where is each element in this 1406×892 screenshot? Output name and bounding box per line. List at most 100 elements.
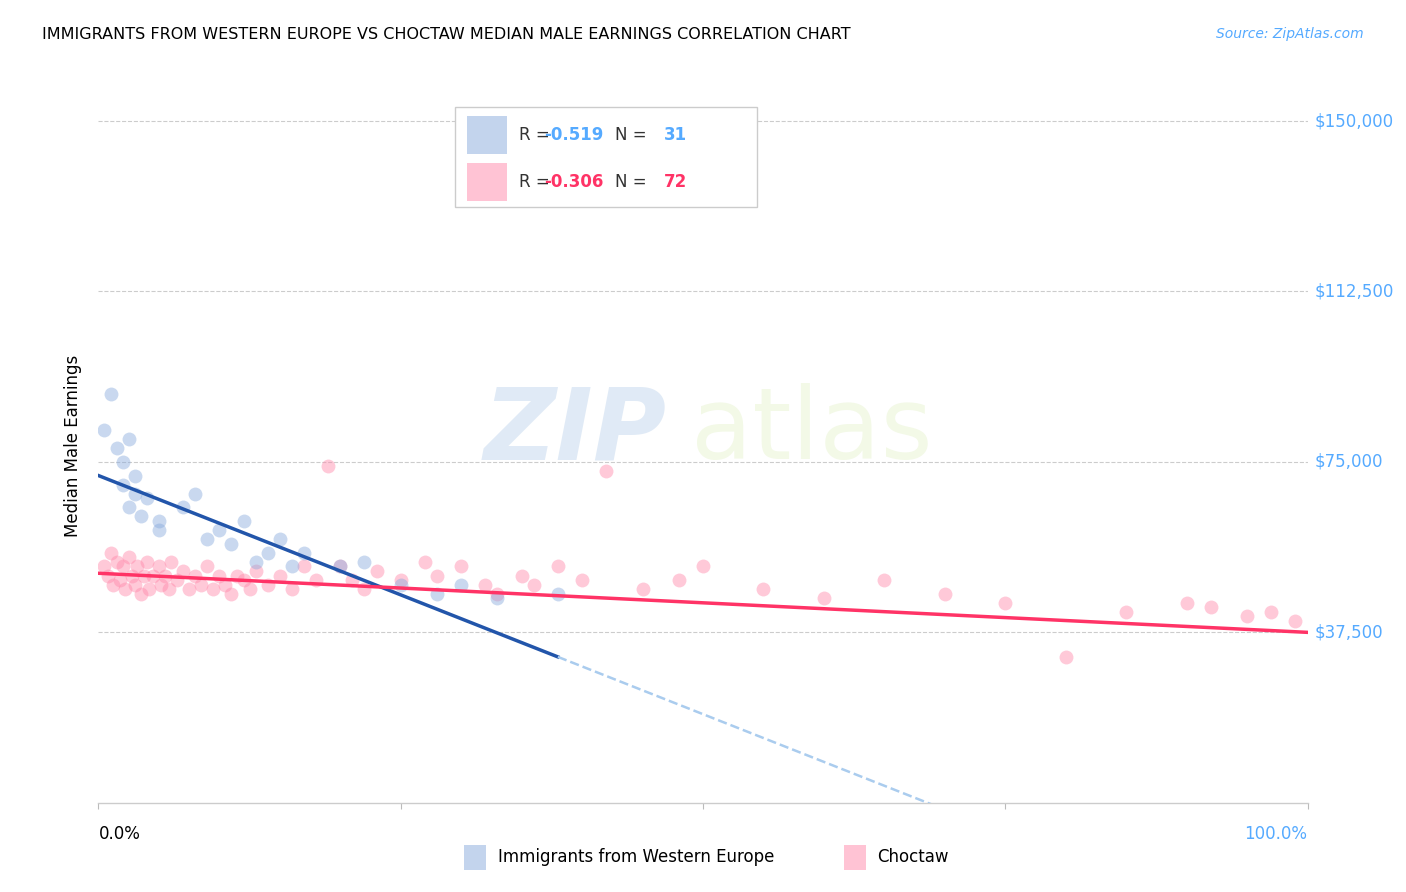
Point: [353, 555, 375, 569]
Point: [547, 559, 569, 574]
Point: [1115, 605, 1137, 619]
Point: [221, 537, 243, 551]
Point: [1284, 614, 1306, 628]
Point: [281, 582, 304, 597]
Point: [221, 587, 243, 601]
Point: [124, 577, 146, 591]
Point: [571, 573, 593, 587]
Point: [127, 559, 149, 574]
Point: [118, 550, 141, 565]
Point: [195, 532, 218, 546]
Point: [160, 555, 183, 569]
Point: [93, 559, 115, 574]
Point: [166, 573, 188, 587]
Point: [245, 555, 267, 569]
Point: [214, 577, 236, 591]
Point: [135, 491, 157, 506]
Point: [148, 523, 170, 537]
Point: [142, 568, 165, 582]
Text: R =: R =: [519, 126, 554, 144]
Point: [474, 577, 496, 591]
Point: [245, 564, 267, 578]
Point: [389, 573, 412, 587]
Point: [752, 582, 775, 597]
Point: [668, 573, 690, 587]
Text: atlas: atlas: [690, 384, 932, 480]
Point: [97, 568, 120, 582]
Point: [232, 514, 254, 528]
Text: Immigrants from Western Europe: Immigrants from Western Europe: [498, 848, 775, 866]
Point: [150, 577, 173, 591]
Point: [208, 568, 231, 582]
Point: [316, 459, 339, 474]
Text: -0.519: -0.519: [544, 126, 603, 144]
Point: [105, 555, 128, 569]
Point: [934, 587, 956, 601]
Text: N =: N =: [616, 173, 652, 191]
Point: [1175, 596, 1198, 610]
Text: N =: N =: [616, 126, 652, 144]
Point: [184, 487, 207, 501]
Point: [111, 559, 134, 574]
Point: [450, 559, 472, 574]
Point: [994, 596, 1017, 610]
Text: Source: ZipAtlas.com: Source: ZipAtlas.com: [1216, 27, 1364, 41]
Text: Choctaw: Choctaw: [877, 848, 949, 866]
Point: [134, 568, 156, 582]
Point: [510, 568, 533, 582]
Point: [426, 568, 449, 582]
Point: [177, 582, 201, 597]
Point: [353, 582, 375, 597]
Point: [342, 573, 364, 587]
Point: [190, 577, 212, 591]
Point: [100, 546, 122, 560]
Text: IMMIGRANTS FROM WESTERN EUROPE VS CHOCTAW MEDIAN MALE EARNINGS CORRELATION CHART: IMMIGRANTS FROM WESTERN EUROPE VS CHOCTA…: [42, 27, 851, 42]
Point: [281, 559, 304, 574]
Point: [329, 559, 352, 574]
Point: [105, 442, 128, 456]
Text: -0.306: -0.306: [544, 173, 603, 191]
Point: [595, 464, 617, 478]
Y-axis label: Median Male Earnings: Median Male Earnings: [65, 355, 83, 537]
Point: [1199, 600, 1222, 615]
Text: 0.0%: 0.0%: [98, 825, 141, 843]
Point: [172, 500, 194, 515]
Point: [486, 587, 509, 601]
Point: [138, 582, 160, 597]
Point: [523, 577, 546, 591]
Point: [486, 591, 509, 606]
Point: [111, 455, 134, 469]
Point: [121, 568, 143, 582]
Point: [389, 577, 412, 591]
Text: $75,000: $75,000: [1315, 453, 1384, 471]
Point: [450, 577, 472, 591]
Point: [366, 564, 388, 578]
Point: [93, 423, 115, 437]
Point: [269, 568, 291, 582]
Point: [101, 577, 124, 591]
Point: [111, 477, 134, 491]
Point: [157, 582, 180, 597]
Point: [329, 559, 352, 574]
Text: ZIP: ZIP: [484, 384, 666, 480]
Point: [426, 587, 449, 601]
Point: [108, 573, 131, 587]
Point: [124, 468, 146, 483]
Point: [692, 559, 714, 574]
Point: [124, 487, 146, 501]
Point: [547, 587, 569, 601]
Point: [114, 582, 136, 597]
Point: [305, 573, 328, 587]
Point: [1054, 650, 1077, 665]
Point: [256, 577, 278, 591]
Point: [1260, 605, 1282, 619]
Point: [1236, 609, 1258, 624]
Text: 72: 72: [664, 173, 688, 191]
Point: [239, 582, 262, 597]
Text: 100.0%: 100.0%: [1244, 825, 1308, 843]
Point: [873, 573, 896, 587]
Point: [153, 568, 176, 582]
Point: [813, 591, 835, 606]
Point: [226, 568, 249, 582]
Point: [129, 587, 152, 601]
